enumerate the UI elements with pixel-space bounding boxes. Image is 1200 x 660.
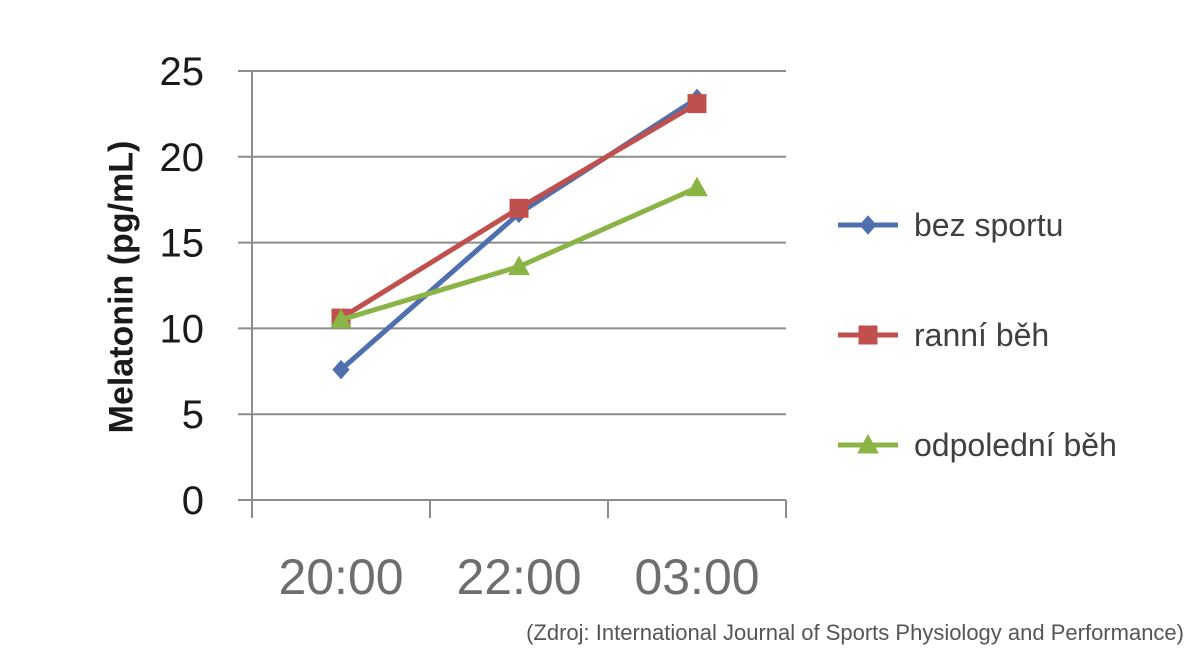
data-point	[508, 255, 530, 276]
tick-labels: 0 5 10 15 20 25 20:00 22:00 03:00	[160, 50, 760, 605]
data-point	[687, 94, 707, 114]
legend-item: ranní běh	[836, 310, 1166, 360]
legend-label: odpolední běh	[914, 426, 1117, 463]
data-point	[330, 308, 352, 329]
x-tick-label: 20:00	[278, 549, 403, 605]
series-3	[330, 176, 708, 329]
legend-item: bez sportu	[836, 200, 1166, 250]
legend-marker	[858, 325, 878, 345]
legend-label: bez sportu	[914, 206, 1064, 243]
legend-item: odpolední běh	[836, 420, 1166, 470]
legend-swatch	[838, 325, 898, 345]
data-point	[332, 359, 350, 380]
grid-lines	[238, 70, 786, 501]
y-axis-label: Melatonin (pg/mL)	[102, 140, 141, 434]
x-tick-label: 22:00	[456, 549, 581, 605]
axes	[251, 71, 787, 518]
legend-swatch	[838, 433, 898, 454]
legend-marker	[859, 215, 877, 235]
data-point	[509, 198, 529, 218]
y-tick-label: 0	[182, 479, 204, 523]
legend-swatch	[838, 215, 898, 235]
y-tick-label: 5	[182, 393, 204, 437]
x-tick-label: 03:00	[634, 549, 759, 605]
data-point	[686, 176, 708, 197]
source-note: (Zdroj: International Journal of Sports …	[526, 620, 1184, 645]
legend-marker	[857, 433, 879, 454]
y-tick-label: 10	[160, 307, 205, 351]
series-group	[330, 88, 708, 380]
y-tick-label: 20	[160, 136, 205, 180]
y-tick-label: 15	[160, 222, 205, 266]
legend-label: ranní běh	[914, 316, 1050, 353]
y-tick-label: 25	[160, 50, 205, 94]
